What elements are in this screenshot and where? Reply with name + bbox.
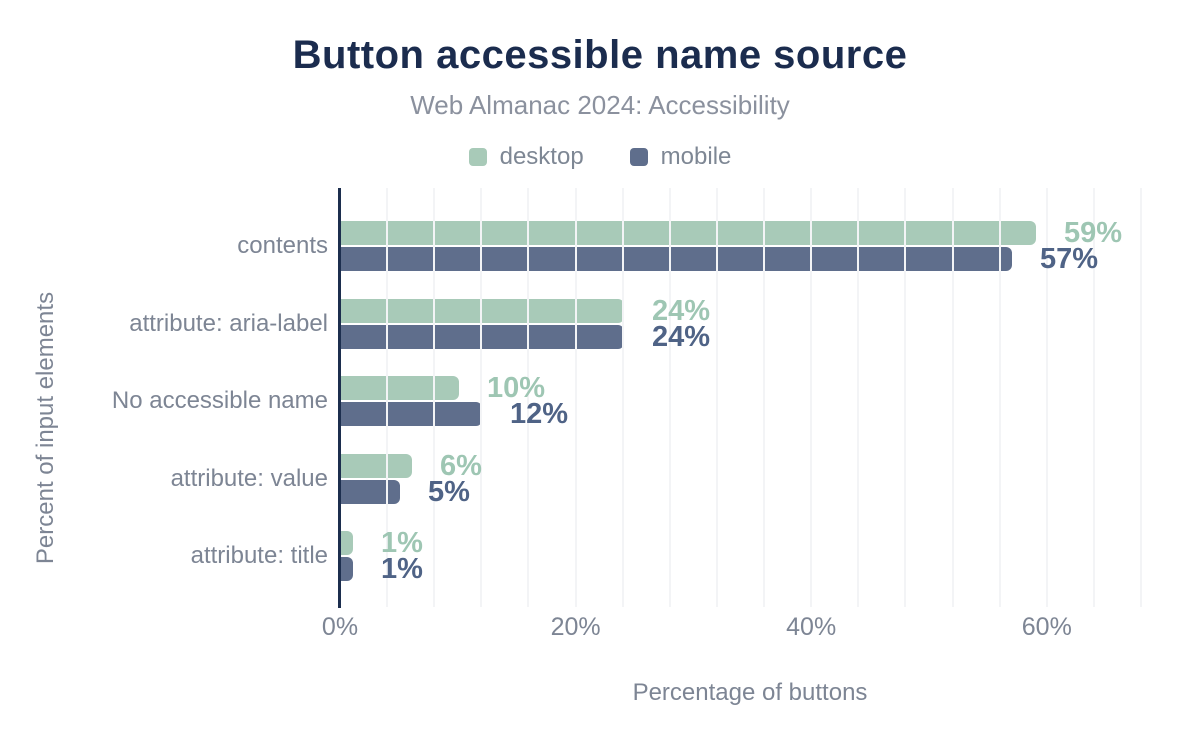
gridline [904, 188, 907, 607]
legend-item-mobile[interactable]: mobile [629, 143, 732, 171]
mobile-value-label: 1% [381, 553, 423, 585]
desktop-series-swatch-icon [468, 148, 487, 166]
gridline [386, 188, 389, 607]
legend-item-desktop[interactable]: desktop [468, 143, 584, 171]
desktop-value-label: 59% [1064, 217, 1123, 249]
gridline [621, 188, 624, 607]
mobile-bar[interactable] [341, 324, 624, 349]
gridline [433, 188, 436, 607]
category-label: attribute: value [170, 464, 328, 492]
mobile-value-label: 57% [1040, 243, 1099, 275]
category-label: attribute: title [190, 542, 328, 569]
desktop-bar[interactable] [341, 221, 1036, 245]
x-tick-label: 60% [1021, 613, 1072, 641]
desktop-bar[interactable] [341, 376, 459, 400]
gridline [574, 188, 577, 607]
desktop-bar[interactable] [341, 531, 353, 555]
desktop-value-label: 1% [381, 527, 423, 559]
gridline [998, 188, 1001, 607]
gridline [1092, 188, 1095, 607]
gridline [668, 188, 671, 607]
x-tick-label: 0% [321, 613, 359, 641]
desktop-value-label: 10% [487, 372, 546, 404]
legend-label-desktop: desktop [499, 143, 584, 170]
mobile-bar[interactable] [341, 557, 353, 581]
gridline [527, 188, 530, 607]
chart-title: Button accessible name source [292, 33, 908, 77]
gridline [1045, 188, 1048, 607]
mobile-bar[interactable] [341, 479, 400, 504]
category-label: No accessible name [111, 387, 328, 414]
legend: desktop mobile [0, 143, 1200, 171]
gridline [810, 188, 813, 607]
mobile-value-label: 24% [652, 320, 711, 353]
gridline [480, 188, 483, 607]
mobile-bar[interactable] [341, 402, 482, 426]
category-label: attribute: aria-label [129, 309, 328, 337]
gridline [951, 188, 954, 607]
desktop-bar[interactable] [341, 298, 624, 323]
x-axis-title: Percentage of buttons [632, 679, 868, 706]
mobile-bar[interactable] [341, 247, 1012, 271]
y-axis-line [338, 188, 341, 608]
desktop-value-label: 6% [440, 449, 482, 482]
category-label: contents [237, 232, 328, 259]
chart-subtitle: Web Almanac 2024: Accessibility [410, 90, 790, 120]
gridline [763, 188, 766, 607]
mobile-value-label: 12% [510, 398, 569, 430]
gridline [715, 188, 718, 607]
desktop-bar[interactable] [341, 453, 412, 478]
x-tick-label: 20% [550, 613, 601, 641]
desktop-value-label: 24% [652, 294, 711, 327]
x-tick-label: 40% [786, 613, 837, 641]
mobile-value-label: 5% [428, 475, 470, 508]
legend-label-mobile: mobile [660, 143, 732, 170]
gridline [857, 188, 860, 607]
mobile-series-swatch-icon [629, 148, 648, 166]
gridline [1140, 188, 1143, 607]
